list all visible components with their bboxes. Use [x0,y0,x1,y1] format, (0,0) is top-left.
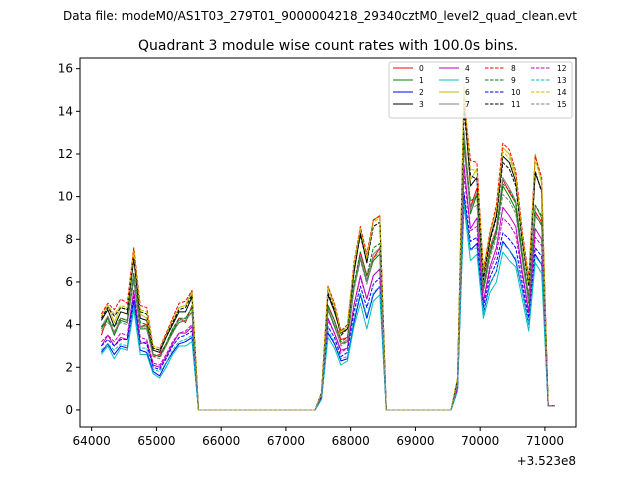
legend-label-2: 2 [419,88,424,97]
x-tick-label-2: 66000 [202,434,240,448]
legend-label-14: 14 [557,88,567,97]
legend-label-5: 5 [465,76,470,85]
x-tick-label-4: 68000 [332,434,370,448]
y-tick-label-3: 6 [65,275,73,289]
legend-frame [388,61,573,119]
y-tick-label-5: 10 [58,190,73,204]
y-tick-label-4: 8 [65,232,73,246]
axes-frame [79,57,577,428]
chart-title: Quadrant 3 module wise count rates with … [138,38,518,54]
series-line-8 [100,100,555,411]
y-tick-label-7: 14 [58,104,73,118]
y-tick-label-1: 2 [65,360,73,374]
y-tick-label-6: 12 [58,147,73,161]
series-line-10 [101,191,555,411]
series-line-13 [101,200,555,411]
legend-label-12: 12 [557,64,567,73]
figure-suptitle: Data file: modeM0/AS1T03_279T01_90000042… [63,9,577,23]
x-tick-label-1: 65000 [137,434,175,448]
legend-label-9: 9 [511,76,516,85]
x-axis: 64000 65000 66000 67000 68000 69000 70000 71000 [73,427,564,448]
x-tick-label-7: 71000 [526,434,564,448]
legend-label-10: 10 [511,88,521,97]
series-line-12 [101,174,555,411]
legend-label-0: 0 [419,64,424,73]
y-tick-label-8: 16 [58,62,73,76]
x-offset-label: +3.523e8 [517,454,576,468]
legend-label-7: 7 [465,100,470,109]
legend-label-15: 15 [557,100,567,109]
series-line-4 [100,164,555,411]
plot-area [79,57,577,428]
series-line-5 [100,204,555,411]
series-layer [100,83,555,411]
legend-label-4: 4 [465,64,470,73]
series-line-14 [100,93,555,411]
x-tick-label-6: 70000 [461,434,499,448]
x-tick-label-0: 64000 [73,434,111,448]
x-tick-label-5: 69000 [396,434,434,448]
series-line-15 [100,149,555,411]
legend-label-6: 6 [465,88,470,97]
y-tick-label-2: 4 [65,318,73,332]
legend-label-13: 13 [557,76,567,85]
y-tick-label-0: 0 [65,403,73,417]
legend-label-8: 8 [511,64,516,73]
x-tick-label-3: 67000 [267,434,305,448]
legend-label-11: 11 [511,100,521,109]
series-line-9 [101,144,555,411]
legend-label-3: 3 [419,100,424,109]
y-axis: 0 2 4 6 8 10 12 14 16 [58,62,80,417]
legend-label-1: 1 [419,76,424,85]
